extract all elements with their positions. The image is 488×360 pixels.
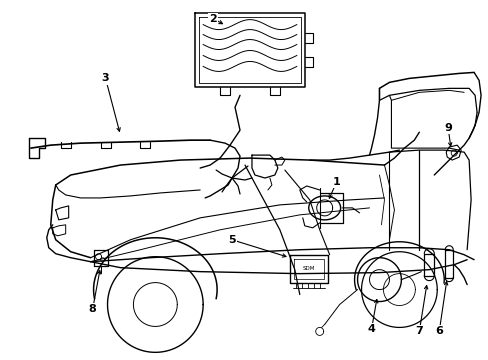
Text: 8: 8	[88, 305, 96, 315]
Text: 9: 9	[444, 123, 451, 133]
Text: 2: 2	[209, 14, 217, 24]
Text: 7: 7	[415, 327, 422, 336]
Text: 6: 6	[434, 327, 442, 336]
Text: 5: 5	[228, 235, 235, 245]
Text: 4: 4	[367, 324, 375, 334]
Text: SDM: SDM	[302, 266, 314, 271]
Text: 1: 1	[332, 177, 340, 187]
Text: 3: 3	[102, 73, 109, 84]
